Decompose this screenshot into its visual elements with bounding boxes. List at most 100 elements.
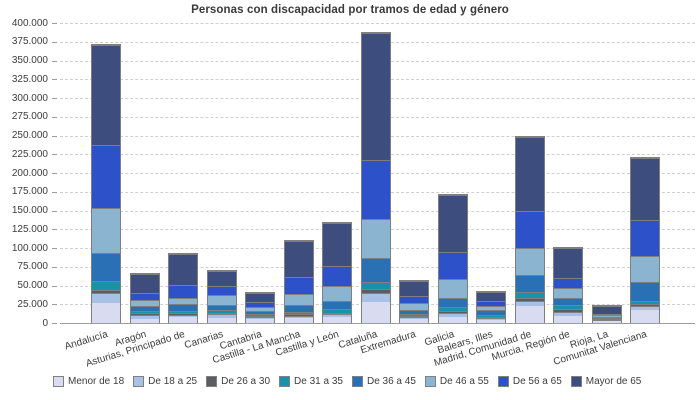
y-axis-label: 350.000: [11, 55, 48, 66]
legend-label: Mayor de 65: [585, 376, 642, 387]
bar-segment: [400, 319, 428, 323]
bar-segment: [130, 313, 159, 316]
bar-segment: [438, 310, 467, 313]
bar-segment: [323, 222, 351, 266]
bar-1: [91, 43, 121, 323]
bar-4: [206, 269, 237, 323]
gridline: [60, 23, 695, 24]
y-axis-label: 100.000: [11, 242, 48, 254]
bar-segment: [438, 194, 467, 253]
bar-segment: [246, 314, 274, 316]
bar-segment: [169, 304, 197, 311]
bar-segment: [130, 274, 159, 293]
bar-segment: [169, 317, 197, 323]
bar-segment: [477, 314, 505, 317]
legend-swatch: [133, 376, 145, 387]
bar-segment: [130, 300, 159, 306]
y-axis-tick: [52, 23, 57, 24]
bar-segment: [400, 280, 428, 296]
chart-title: Personas con discapacidad por tramos de …: [191, 4, 509, 16]
bar-segment: [246, 306, 274, 311]
bar-14: [591, 305, 622, 323]
legend-swatch: [497, 376, 509, 387]
bar-segment: [284, 277, 313, 294]
bar-segment: [631, 300, 659, 304]
legend-item: De 26 a 30: [206, 376, 270, 387]
legend-item: Mayor de 65: [570, 376, 642, 387]
bar-segment: [515, 300, 544, 307]
bar-12: [514, 136, 545, 323]
legend-swatch: [279, 376, 291, 387]
bar-segment: [323, 314, 351, 317]
legend-item: De 56 a 65: [497, 376, 562, 387]
x-axis-line: [60, 323, 695, 324]
bar-segment: [92, 44, 120, 146]
bar-segment: [592, 320, 621, 322]
y-axis-tick: [52, 154, 57, 156]
legend-label: De 46 a 55: [439, 376, 489, 387]
bar-8: [360, 31, 391, 323]
bar-segment: [92, 281, 120, 290]
bar-segment: [323, 312, 351, 315]
legend: Menor de 18 De 18 a 25 De 26 a 30 De 31 a 3…: [53, 376, 650, 387]
y-axis-label: 250.000: [11, 130, 48, 141]
bar-3: [168, 253, 198, 323]
y-axis-label: 25.000: [17, 298, 48, 310]
bar-segment: [631, 255, 659, 283]
bar-segment: [554, 288, 582, 299]
bar-segment: [169, 284, 197, 299]
bar-segment: [361, 258, 390, 283]
bar-segment: [323, 300, 351, 310]
bar-segment: [284, 311, 313, 315]
y-axis-tick: [52, 41, 57, 43]
bar-segment: [207, 314, 236, 319]
bar-segment: [361, 159, 390, 219]
bar-segment: [323, 265, 351, 286]
bar-segment: [400, 314, 428, 316]
legend-label: De 36 a 45: [366, 376, 416, 387]
y-axis-label: 300.000: [11, 92, 48, 104]
bar-segment: [130, 318, 159, 323]
bar-segment: [592, 315, 621, 317]
bar-segment: [284, 305, 313, 312]
bar-segment: [130, 315, 159, 319]
bar-segment: [284, 240, 313, 278]
y-axis-tick: [52, 173, 57, 174]
y-axis-label: 125.000: [11, 223, 48, 235]
y-axis-tick: [52, 98, 57, 99]
bar-segment: [92, 145, 120, 208]
bar-segment: [246, 301, 274, 307]
y-axis-tick: [52, 304, 57, 306]
bar-segment: [554, 315, 582, 323]
bar-segment: [515, 248, 544, 275]
y-axis-label: 150.000: [11, 205, 48, 216]
bar-segment: [361, 302, 390, 323]
bar-segment: [477, 317, 505, 320]
bar-segment: [554, 311, 582, 316]
legend-item: De 36 a 45: [351, 376, 416, 387]
bar-segment: [515, 306, 544, 323]
bar-segment: [130, 305, 159, 311]
legend-label: De 31 a 35: [294, 376, 343, 387]
y-axis-tick: [52, 210, 57, 212]
legend-label: De 56 a 65: [512, 376, 562, 387]
bar-segment: [284, 293, 313, 305]
bar-segment: [130, 293, 159, 301]
bar-segment: [246, 293, 274, 302]
y-axis-label: 175.000: [11, 186, 48, 198]
bar-11: [476, 290, 506, 323]
bar-segment: [169, 298, 197, 305]
bar-segment: [361, 32, 390, 160]
bar-segment: [361, 218, 390, 259]
bar-segment: [438, 316, 467, 323]
bar-segment: [92, 289, 120, 294]
y-axis-label: 400.000: [11, 17, 48, 29]
y-axis-label: 275.000: [11, 111, 48, 123]
bar-segment: [592, 319, 621, 320]
bar-segment: [92, 302, 120, 323]
y-axis-tick: [52, 60, 57, 62]
bar-segment: [207, 285, 236, 295]
y-axis-tick: [52, 135, 57, 137]
bar-segment: [92, 293, 120, 303]
bar-segment: [323, 285, 351, 301]
